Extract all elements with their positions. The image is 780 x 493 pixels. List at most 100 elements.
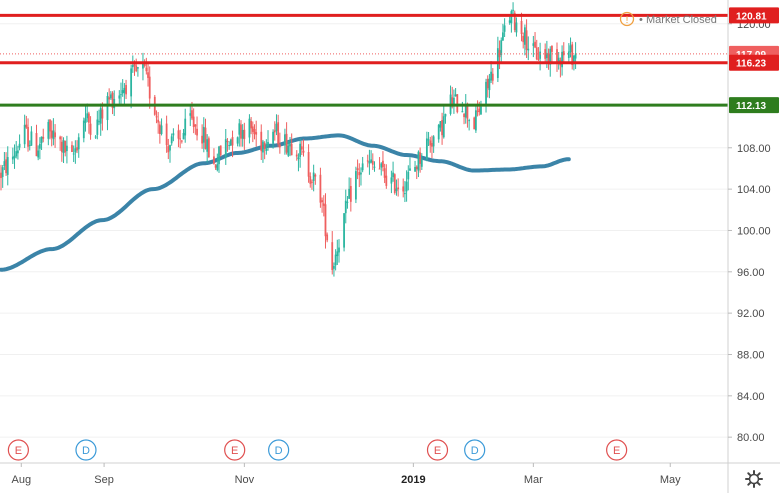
candle-body <box>23 124 26 145</box>
candle-body <box>60 141 63 152</box>
price-tick-label: 88.00 <box>737 349 765 361</box>
event-marker-dividend[interactable] <box>268 439 290 461</box>
candle-body <box>545 52 548 59</box>
candle-body <box>356 168 359 171</box>
candle-body <box>311 181 313 183</box>
time-axis[interactable]: Aug Sep Nov 2019 Mar May <box>11 463 681 486</box>
price-tick-label: 96.00 <box>737 267 765 279</box>
candle-body <box>322 203 325 206</box>
candle-body <box>194 124 197 127</box>
gridlines <box>0 23 728 438</box>
event-marker-dividend[interactable] <box>75 439 97 461</box>
candle-body <box>478 108 481 113</box>
candle-body <box>238 123 241 135</box>
candle-body <box>5 159 7 174</box>
event-marker-dividend[interactable] <box>464 439 486 461</box>
candle-body <box>491 73 494 81</box>
candle-body <box>275 123 278 132</box>
level-badge-label: 112.13 <box>736 101 766 112</box>
candle-body <box>441 120 443 136</box>
warning-icon[interactable] <box>619 11 635 27</box>
candle-body <box>461 110 464 113</box>
candle-body <box>0 172 2 179</box>
candle-body <box>486 78 489 89</box>
candle-body <box>527 48 530 51</box>
candle-body <box>425 138 428 160</box>
candle-body <box>383 168 386 178</box>
candlesticks <box>0 2 577 277</box>
level-badge-label: 116.23 <box>736 59 766 70</box>
event-marker-earnings[interactable] <box>606 439 628 461</box>
candle-body <box>393 174 396 193</box>
candle-body <box>204 127 207 149</box>
candle-body <box>361 163 364 171</box>
price-axis[interactable]: 80.00 84.00 88.00 92.00 96.00 100.00 104.00 108… <box>728 19 771 444</box>
candle-body <box>442 116 445 138</box>
candle-body <box>15 151 18 157</box>
candle-body <box>453 97 455 106</box>
plot-area[interactable] <box>0 2 728 438</box>
event-marker-label: D <box>471 445 479 457</box>
candle-body <box>309 176 312 184</box>
candle-body <box>11 156 14 160</box>
candle-body <box>72 153 75 155</box>
candle-body <box>525 30 528 50</box>
candle-body <box>502 32 504 41</box>
event-marker-earnings[interactable] <box>7 439 29 461</box>
candle-body <box>243 129 246 140</box>
candle-body <box>120 94 122 96</box>
candle-body <box>172 133 175 136</box>
candle-body <box>179 138 182 140</box>
candle-body <box>3 161 6 166</box>
candle-body <box>392 172 394 178</box>
candle-body <box>417 151 420 171</box>
gear-icon[interactable] <box>745 470 763 488</box>
candle-body <box>522 35 525 43</box>
candle-body <box>402 186 405 192</box>
event-marker-label: E <box>15 445 22 457</box>
candle-body <box>177 130 180 139</box>
event-marker-label: E <box>231 445 238 457</box>
candle-body <box>6 157 9 175</box>
candle-body <box>370 159 373 163</box>
candle-body <box>108 97 111 100</box>
candle-body <box>109 94 112 99</box>
candle-body <box>385 175 388 186</box>
candle-body <box>37 150 40 158</box>
candle-body <box>535 47 538 60</box>
candle-body <box>160 125 163 134</box>
candle-body <box>464 104 467 118</box>
candle-body <box>463 113 465 118</box>
candle-body <box>419 152 422 164</box>
candle-body <box>456 94 459 113</box>
price-tick-label: 100.00 <box>737 225 771 237</box>
candle-body <box>213 156 215 164</box>
candle-body <box>437 124 440 140</box>
candle-body <box>38 143 41 149</box>
candle-body <box>427 139 430 141</box>
candle-body <box>47 121 50 139</box>
event-marker-earnings[interactable] <box>426 439 449 461</box>
horizontal-levels[interactable] <box>0 13 728 107</box>
level-badge-label: 120.81 <box>736 11 767 22</box>
candle-body <box>272 131 274 144</box>
candle-body <box>262 141 264 153</box>
candle-body <box>524 27 526 45</box>
candle-body <box>468 120 471 122</box>
candle-body <box>71 145 73 153</box>
event-marker-earnings[interactable] <box>224 439 246 461</box>
candle-body <box>273 130 276 133</box>
candle-body <box>219 145 222 155</box>
candle-body <box>77 137 80 150</box>
candle-body <box>454 94 457 97</box>
candle-body <box>569 45 572 53</box>
candle-body <box>314 174 317 177</box>
candle-body <box>284 134 286 146</box>
candle-body <box>96 119 99 135</box>
candle-body <box>87 113 90 123</box>
candle-body <box>348 188 351 199</box>
candle-body <box>255 132 258 135</box>
